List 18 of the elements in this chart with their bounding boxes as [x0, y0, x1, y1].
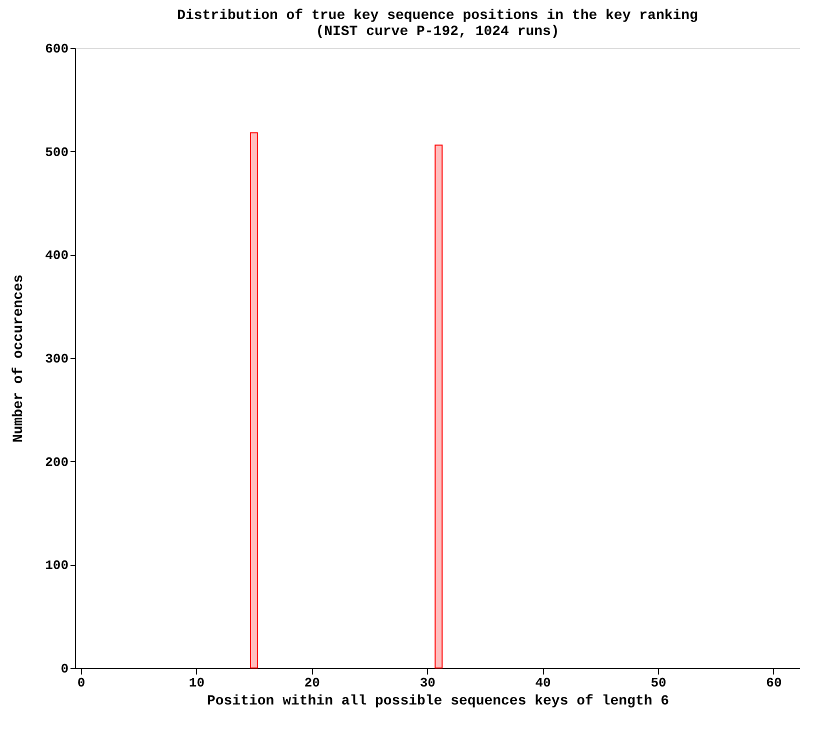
text: (NIST curve P-192, 1024 runs) [316, 24, 560, 40]
x-tick-label: 30 [420, 676, 436, 690]
x-tick-label: 20 [304, 676, 320, 690]
x-tick-label: 60 [766, 676, 782, 690]
y-tick-label: 100 [45, 558, 69, 574]
y-tick-label: 300 [45, 352, 69, 366]
y-axis-title: Number of occurences [11, 274, 28, 443]
x-tick-label: 10 [188, 676, 205, 690]
x-tick-label: 50 [650, 676, 666, 690]
y-tick-label: 0 [60, 662, 69, 676]
y-tick-label: 500 [45, 144, 69, 160]
x-tick-label: 40 [535, 676, 552, 690]
x-tick-label: 0 [77, 676, 86, 690]
y-tick-label: 200 [45, 454, 69, 470]
x-axis-title: Position within all possible sequences keys of length 6 [206, 694, 670, 710]
y-tick-label: 400 [45, 248, 69, 264]
text: Distribution of true key sequence positions in the key ranking [177, 8, 698, 24]
y-tick-label: 600 [45, 42, 69, 56]
